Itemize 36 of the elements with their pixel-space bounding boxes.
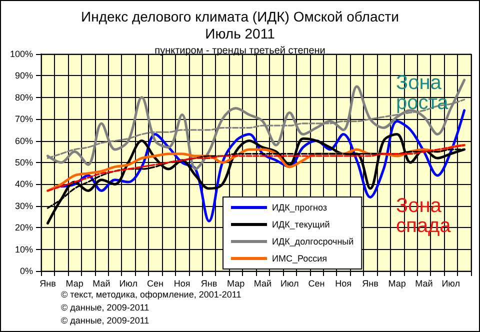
x-tick-label: Сен	[146, 278, 164, 288]
legend-label: ИМС_Россия	[272, 254, 328, 264]
y-tick-label: 10%	[14, 244, 33, 254]
text: © данные, 2009-2011	[61, 316, 150, 326]
y-tick-label: 50%	[14, 158, 33, 168]
x-tick-label: Июл	[442, 278, 460, 288]
x-tick-label: Янв	[200, 278, 218, 288]
text: © данные, 2009-2011	[61, 302, 150, 312]
legend-label: ИДК_текущий	[272, 220, 330, 230]
x-tick-label: Сен	[308, 278, 325, 288]
x-tick-label: Мар	[66, 278, 84, 288]
chart-subtitle: пунктиром - тренды третьей степени	[154, 46, 326, 56]
y-tick-label: 100%	[10, 49, 33, 59]
x-tick-label: Мар	[227, 278, 245, 288]
x-tick-label: Июл	[280, 278, 299, 288]
y-tick-label: 90%	[14, 70, 33, 81]
x-tick-label: Май	[254, 278, 272, 288]
legend-label: ИДК_прогноз	[272, 202, 327, 212]
x-tick-label: Янв	[40, 278, 56, 288]
x-tick-label: Янв	[362, 278, 379, 288]
y-tick-label: 60%	[14, 136, 33, 146]
x-tick-label: Ноя	[335, 278, 352, 288]
y-tick-label: 40%	[14, 179, 33, 190]
y-tick-label: 30%	[14, 200, 33, 211]
y-tick-label: 80%	[14, 92, 33, 102]
text: © текст, методика, оформление, 2001-2011	[61, 290, 242, 300]
y-tick-label: 0%	[20, 266, 33, 276]
chart-title: Индекс делового климата (ИДК) Омской области Июль 2011	[81, 8, 399, 42]
x-tick-label: Май	[415, 278, 433, 288]
x-tick-label: Мар	[388, 278, 406, 288]
x-tick-label: Ноя	[174, 278, 190, 288]
x-tick-label: Май	[92, 278, 110, 288]
y-tick-label: 20%	[14, 222, 33, 233]
legend-label: ИДК_долгосрочный	[272, 236, 354, 246]
x-tick-label: Июл	[119, 278, 138, 288]
y-tick-label: 70%	[14, 114, 33, 124]
